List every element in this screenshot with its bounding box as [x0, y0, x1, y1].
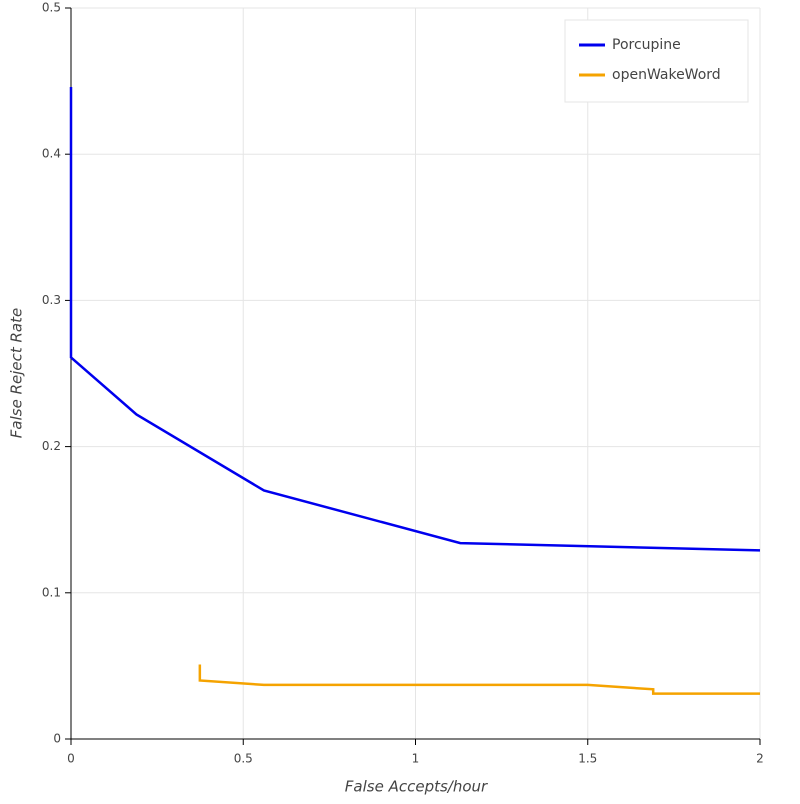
x-tick-label: 0: [67, 752, 75, 766]
y-axis-label: False Reject Rate: [8, 308, 26, 438]
x-tick-label: 1.5: [578, 752, 597, 766]
legend-label: Porcupine: [612, 37, 681, 53]
x-tick-label: 0.5: [234, 752, 253, 766]
series-line: [69, 86, 761, 552]
y-tick-label: 0.5: [42, 1, 61, 15]
y-tick-label: 0.2: [42, 439, 61, 453]
x-axis-label: False Accepts/hour: [345, 778, 488, 796]
y-tick-label: 0.3: [42, 293, 61, 307]
x-tick-label: 2: [756, 752, 764, 766]
legend-box: [564, 19, 749, 103]
y-tick-label: 0.4: [42, 147, 61, 161]
legend: Porcupine openWakeWord: [564, 19, 749, 103]
y-tick-label: 0.1: [42, 585, 61, 599]
x-tick-label: 1: [412, 752, 420, 766]
y-tick-label: 0: [53, 732, 61, 746]
legend-label: openWakeWord: [612, 67, 721, 83]
series-line: [198, 664, 760, 695]
